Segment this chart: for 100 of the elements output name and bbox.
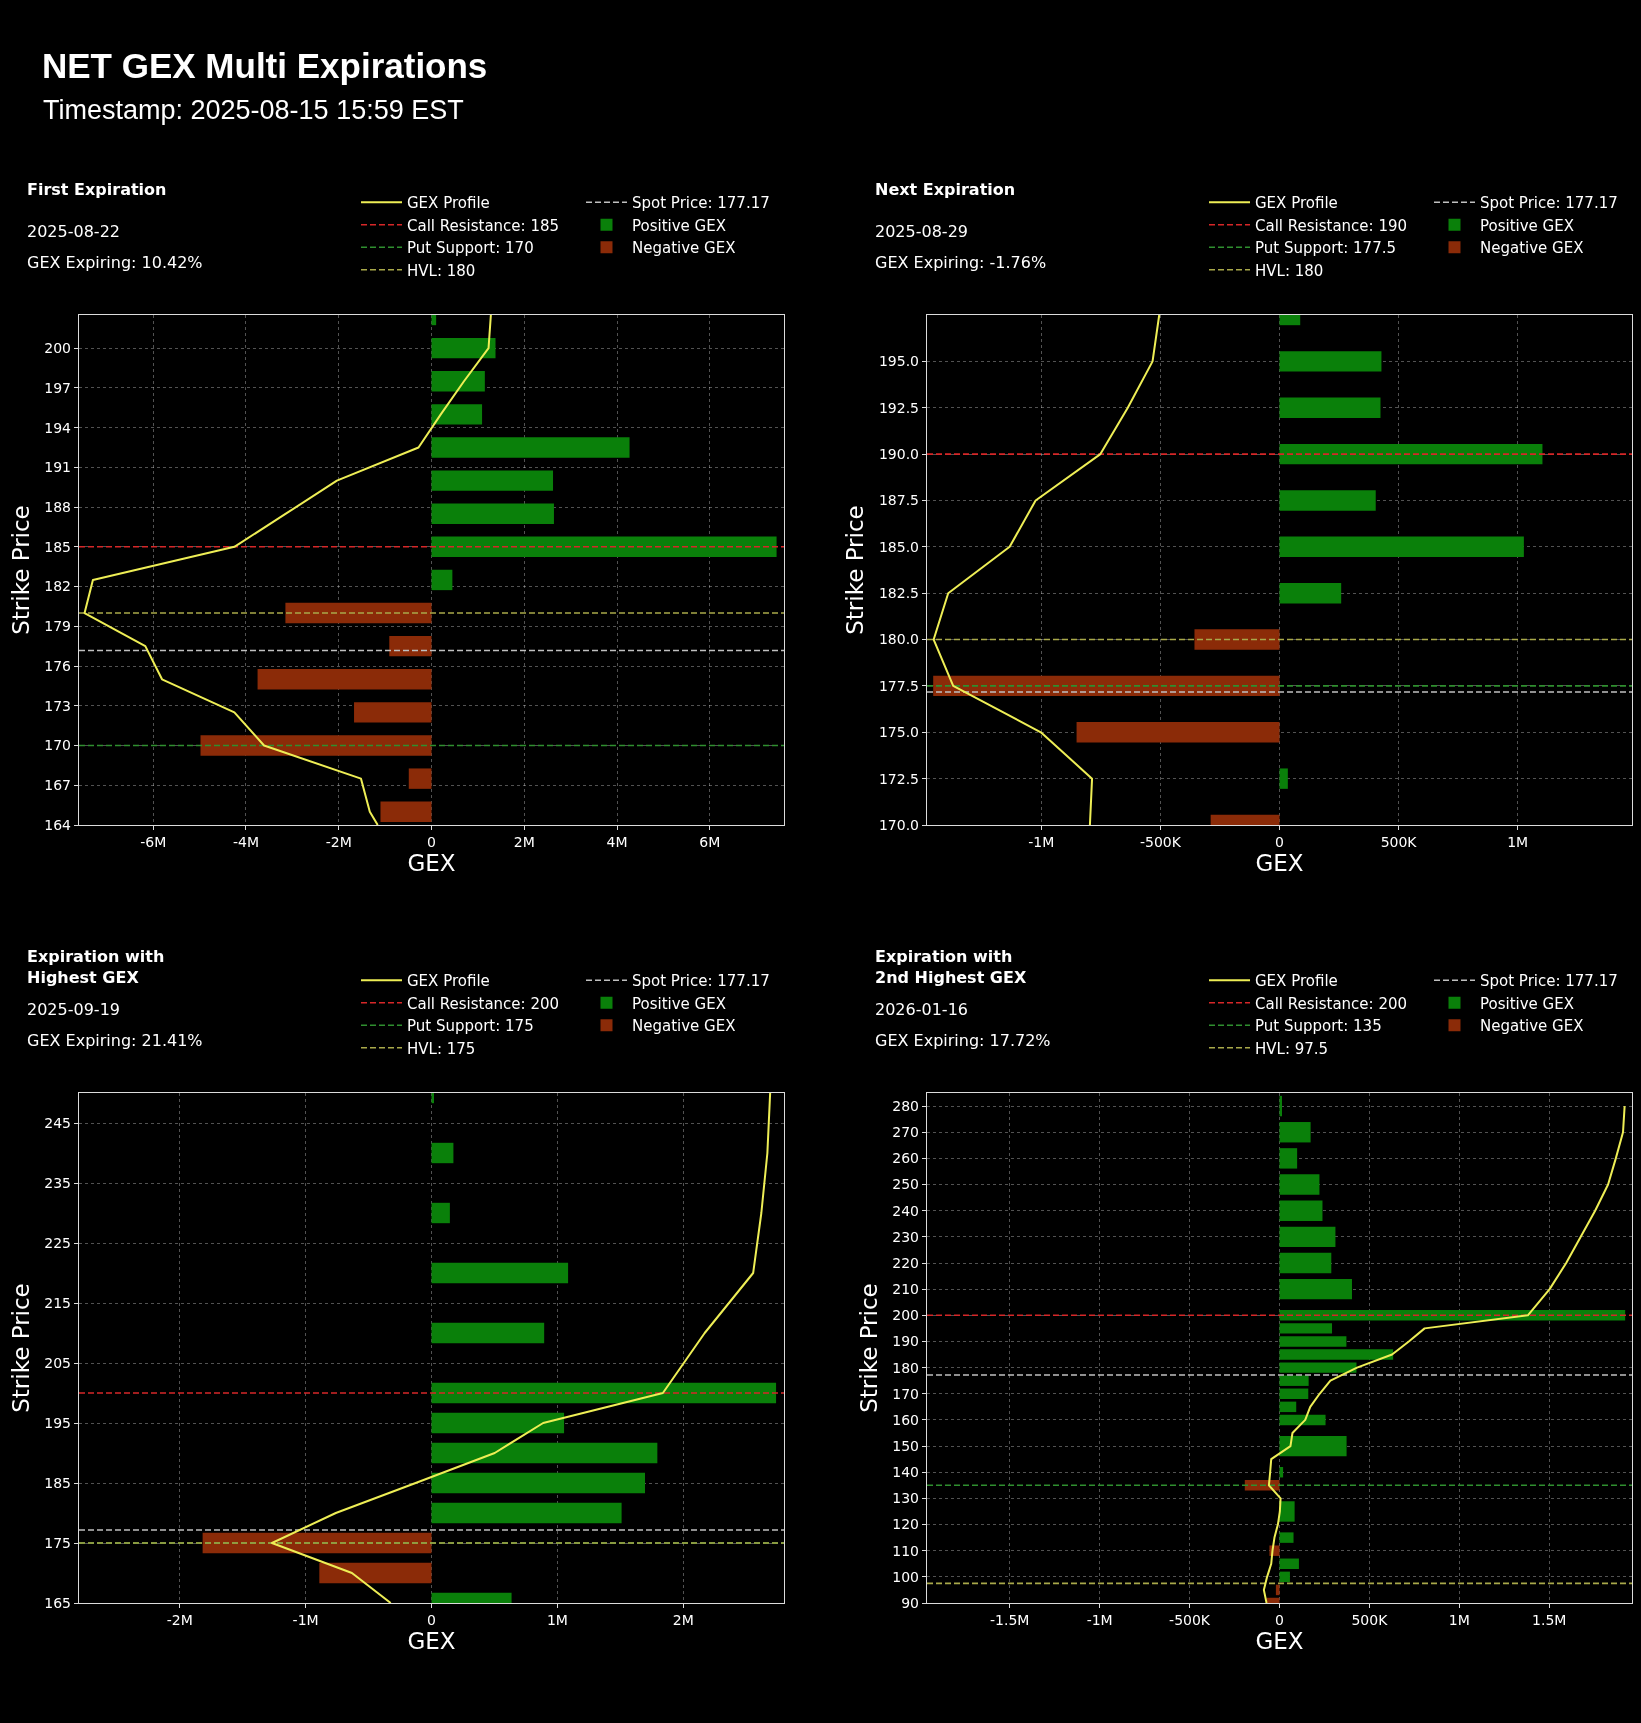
legend-label: HVL: 180 <box>1255 261 1324 280</box>
legend-label: Call Resistance: 200 <box>1255 994 1408 1013</box>
y-tick-label: 205 <box>44 1354 71 1371</box>
legend-label: Spot Price: 177.17 <box>632 972 770 991</box>
chart-title: Expiration with 2nd Highest GEX <box>875 947 1027 987</box>
x-axis-title: GEX <box>407 1628 456 1654</box>
x-axis-title: GEX <box>1255 1628 1304 1654</box>
y-tick-label: 245 <box>44 1114 71 1131</box>
x-tick-label: 1M <box>546 1612 568 1628</box>
y-tick-label: 185.0 <box>878 538 919 555</box>
y-tick-label: 120 <box>892 1516 919 1533</box>
legend-label: Spot Price: 177.17 <box>1480 194 1618 213</box>
y-tick-label: 200 <box>892 1307 919 1324</box>
x-tick-label: -4M <box>232 834 259 850</box>
y-tick-label: 190 <box>892 1333 919 1350</box>
y-tick-label: 225 <box>44 1234 71 1251</box>
y-tick-label: 180.0 <box>878 631 919 648</box>
y-tick-label: 167 <box>44 777 71 794</box>
legend-label: Call Resistance: 185 <box>407 216 560 235</box>
y-tick-label: 182 <box>44 578 71 595</box>
x-axis-title: GEX <box>407 850 456 876</box>
x-tick-label: 500K <box>1351 1612 1389 1628</box>
y-tick-label: 185 <box>44 538 71 555</box>
text: Timestamp: 2025-08-15 15:59 EST <box>43 95 464 125</box>
legend-label: Negative GEX <box>632 1017 736 1036</box>
x-tick-label: -500K <box>1139 834 1182 850</box>
y-tick-label: 200 <box>44 340 71 357</box>
y-tick-label: 192.5 <box>878 399 919 416</box>
legend-label: GEX Profile <box>407 194 490 213</box>
y-tick-label: 160 <box>892 1411 919 1428</box>
x-tick-label: -500K <box>1169 1612 1211 1628</box>
x-tick-label: -6M <box>140 834 167 850</box>
y-axis-title: Strike Price <box>842 505 869 635</box>
y-tick-label: 191 <box>44 459 71 476</box>
y-tick-label: 194 <box>44 419 72 436</box>
legend-label: Spot Price: 177.17 <box>632 194 770 213</box>
x-tick-label: 1.5M <box>1532 1612 1567 1628</box>
y-axis-title: Strike Price <box>7 505 34 635</box>
text: GEX Expiring: 17.72% <box>875 1031 1051 1050</box>
x-tick-label: 0 <box>427 834 436 850</box>
text: GEX Expiring: 10.42% <box>27 253 203 272</box>
y-tick-label: 165 <box>44 1594 71 1611</box>
y-tick-label: 240 <box>892 1202 919 1219</box>
y-tick-label: 220 <box>892 1254 919 1271</box>
chart-subtitle: 2025-09-19 <box>27 1000 120 1019</box>
text: GEX Expiring: -1.76% <box>875 253 1047 272</box>
y-tick-label: 280 <box>892 1097 919 1114</box>
y-tick-label: 195.0 <box>878 353 919 370</box>
chart-title: Next Expiration <box>875 180 1016 199</box>
y-tick-label: 270 <box>892 1124 919 1141</box>
y-tick-label: 100 <box>892 1568 919 1585</box>
y-tick-label: 185 <box>44 1474 71 1491</box>
y-tick-label: 260 <box>892 1150 919 1167</box>
y-tick-label: 215 <box>44 1294 71 1311</box>
y-tick-label: 175 <box>44 1534 71 1551</box>
y-tick-label: 190.0 <box>878 445 919 462</box>
y-tick-label: 130 <box>892 1490 919 1507</box>
y-tick-label: 172.5 <box>878 770 919 787</box>
x-tick-label: -1M <box>292 1612 319 1628</box>
legend-label: Put Support: 170 <box>407 239 534 258</box>
x-tick-label: 1M <box>1507 834 1529 850</box>
y-tick-label: 180 <box>892 1359 919 1376</box>
legend-label: GEX Profile <box>1255 972 1338 991</box>
y-tick-label: 197 <box>44 379 71 396</box>
y-tick-label: 230 <box>892 1228 919 1245</box>
legend-label: Put Support: 177.5 <box>1255 239 1396 258</box>
y-axis-title: Strike Price <box>7 1283 34 1413</box>
y-tick-label: 140 <box>892 1464 919 1481</box>
legend-label: Negative GEX <box>1480 1017 1584 1036</box>
y-axis-title: Strike Price <box>855 1283 882 1413</box>
y-tick-label: 170 <box>892 1385 919 1402</box>
chart-subtitle: 2025-08-22 <box>27 222 120 241</box>
y-tick-label: 150 <box>892 1437 919 1454</box>
x-tick-label: -2M <box>166 1612 193 1628</box>
chart-subtitle: 2026-01-16 <box>875 1000 968 1019</box>
x-tick-label: 0 <box>427 1612 436 1628</box>
x-tick-label: -2M <box>325 834 352 850</box>
legend-label: HVL: 175 <box>407 1039 476 1058</box>
y-tick-label: 179 <box>44 618 71 635</box>
x-tick-label: 4M <box>606 834 628 850</box>
y-tick-label: 195 <box>44 1414 71 1431</box>
y-tick-label: 175.0 <box>878 724 919 741</box>
y-tick-label: 250 <box>892 1176 919 1193</box>
y-tick-label: 176 <box>44 657 72 674</box>
text: NET GEX Multi Expirations <box>42 46 488 85</box>
legend-label: Negative GEX <box>632 239 736 258</box>
x-tick-label: 1M <box>1448 1612 1470 1628</box>
legend-label: HVL: 97.5 <box>1255 1039 1329 1058</box>
x-tick-label: 0 <box>1275 1612 1284 1628</box>
chart-title: First Expiration <box>27 180 167 199</box>
chart-title: Expiration with Highest GEX <box>27 947 165 987</box>
legend-label: Spot Price: 177.17 <box>1480 972 1618 991</box>
x-tick-label: 500K <box>1380 834 1418 850</box>
y-tick-label: 170.0 <box>878 816 919 833</box>
y-tick-label: 90 <box>901 1594 919 1611</box>
legend-label: Call Resistance: 200 <box>407 994 560 1013</box>
y-tick-label: 188 <box>44 498 71 515</box>
x-tick-label: 6M <box>699 834 721 850</box>
y-tick-label: 187.5 <box>878 492 919 509</box>
x-tick-label: 2M <box>672 1612 694 1628</box>
